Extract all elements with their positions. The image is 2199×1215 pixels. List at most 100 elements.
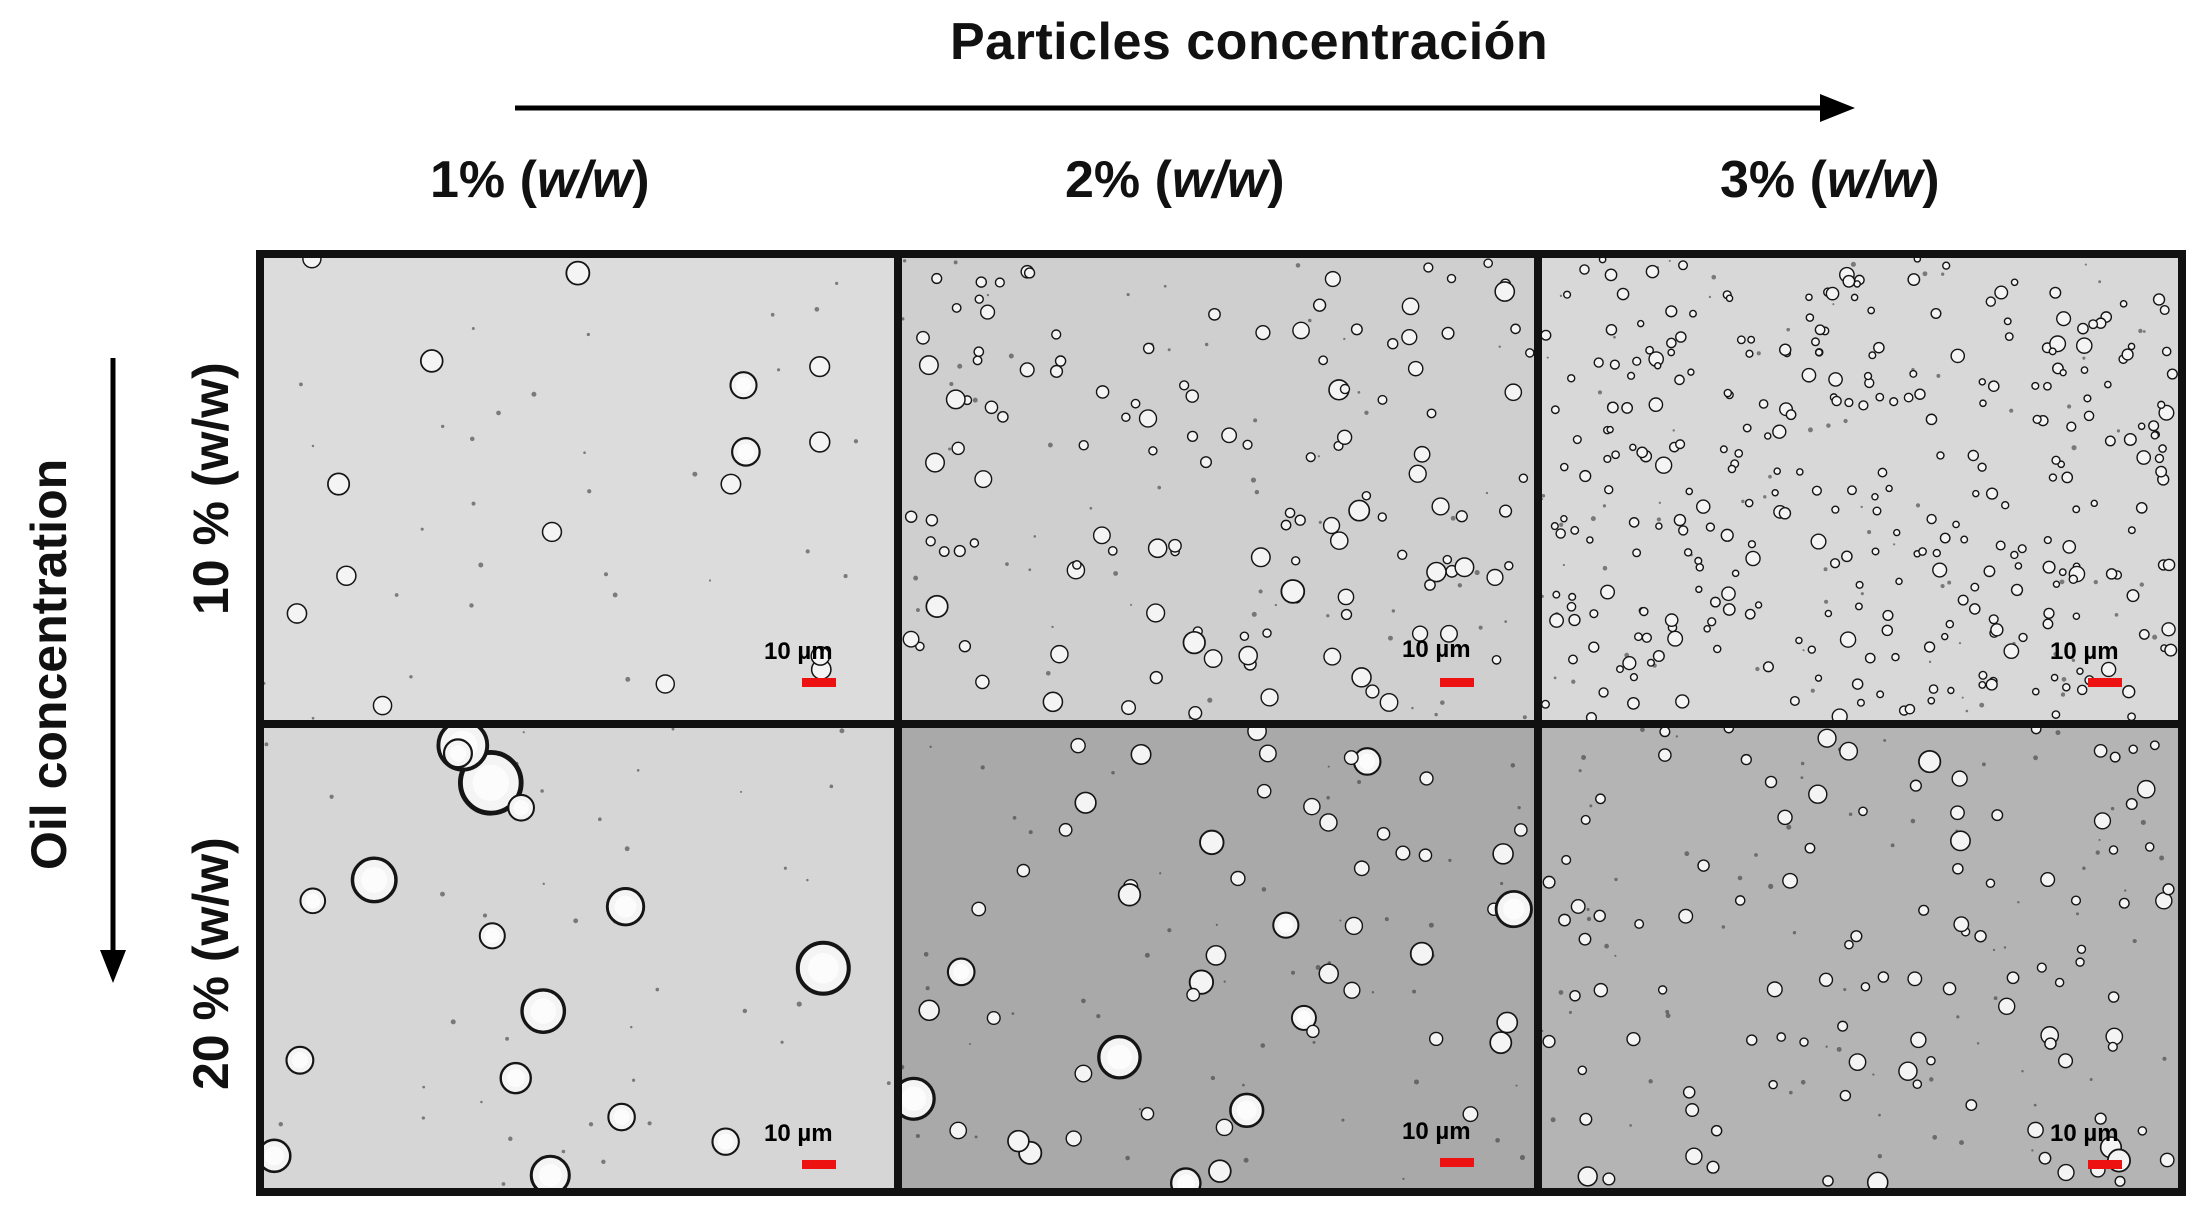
- droplet: [1764, 775, 1778, 789]
- droplet: [971, 901, 987, 917]
- droplet: [2083, 410, 2095, 422]
- droplet: [1568, 592, 1577, 601]
- droplet: [1839, 1089, 1852, 1102]
- droplet: [1322, 516, 1341, 535]
- droplet: [2119, 299, 2128, 308]
- droplet: [720, 473, 742, 495]
- droplet: [1815, 348, 1823, 357]
- droplet: [1188, 706, 1203, 720]
- droplet: [2030, 728, 2042, 735]
- droplet: [1070, 737, 1086, 754]
- droplet: [1413, 445, 1431, 463]
- droplet: [1844, 939, 1854, 950]
- column-label-1-unit: w/w: [536, 151, 633, 209]
- droplet: [1621, 402, 1634, 414]
- droplet: [1967, 449, 1980, 462]
- droplet: [1747, 335, 1756, 344]
- scale-label: 10 µm: [1402, 636, 1471, 663]
- droplet: [1817, 728, 1837, 748]
- droplet: [1023, 267, 1036, 279]
- droplet: [1829, 558, 1841, 569]
- droplet: [1072, 560, 1082, 570]
- droplet: [1626, 1031, 1641, 1047]
- droplet: [565, 260, 591, 286]
- droplet: [1839, 631, 1857, 648]
- droplet: [1877, 467, 1888, 478]
- droplet: [1294, 514, 1306, 526]
- droplet: [327, 472, 351, 496]
- droplet: [2159, 304, 2170, 316]
- droplet: [1238, 645, 1258, 666]
- droplet: [1994, 285, 2009, 300]
- droplet: [997, 411, 1009, 423]
- droplet: [1782, 872, 1799, 889]
- column-label-1: 1% (w/w): [430, 151, 650, 209]
- droplet: [1616, 287, 1630, 301]
- droplet: [1972, 489, 1980, 498]
- droplet: [1256, 783, 1272, 799]
- scale-bar: [802, 1160, 836, 1169]
- droplet: [2040, 872, 2056, 888]
- droplet: [1340, 608, 1353, 621]
- droplet: [1598, 258, 1607, 264]
- droplet: [2072, 505, 2081, 514]
- droplet: [1255, 324, 1271, 341]
- droplet: [1785, 409, 1797, 421]
- micrograph-panel: 10 µm: [1542, 728, 2178, 1188]
- droplet: [2004, 332, 2014, 342]
- droplet: [1771, 489, 1779, 497]
- droplet: [1855, 580, 1864, 589]
- droplet: [1188, 969, 1215, 995]
- droplet: [1941, 632, 1949, 641]
- droplet: [1723, 728, 1735, 734]
- droplet: [1407, 360, 1424, 377]
- droplet: [2125, 797, 2138, 811]
- droplet: [1628, 517, 1640, 528]
- droplet: [2164, 643, 2178, 657]
- droplet: [2121, 348, 2134, 361]
- micrograph-panel: 10 µm: [1542, 258, 2178, 720]
- droplet: [2075, 337, 2093, 354]
- droplet: [1694, 556, 1703, 565]
- droplet: [2162, 558, 2176, 572]
- droplet: [1142, 342, 1155, 355]
- droplet: [1710, 1124, 1723, 1137]
- droplet: [1559, 462, 1569, 472]
- droplet: [1632, 356, 1642, 366]
- droplet: [2122, 685, 2136, 699]
- droplet: [1882, 609, 1894, 622]
- droplet: [1641, 632, 1652, 643]
- droplet: [1655, 522, 1663, 530]
- droplet: [1918, 749, 1942, 774]
- droplet: [2144, 842, 2155, 852]
- droplet: [1889, 397, 1899, 407]
- droplet: [1814, 674, 1823, 682]
- droplet: [1664, 613, 1679, 628]
- droplet: [1685, 1103, 1700, 1118]
- droplet: [1991, 809, 2004, 822]
- droplet: [1831, 395, 1842, 407]
- droplet: [1695, 563, 1705, 572]
- droplet: [1376, 827, 1391, 841]
- droplet: [1895, 577, 1903, 586]
- droplet: [2054, 977, 2065, 988]
- droplet: [1682, 1085, 1696, 1099]
- droplet: [2161, 622, 2176, 637]
- droplet: [925, 594, 949, 619]
- droplet: [1604, 268, 1618, 282]
- droplet: [1292, 321, 1310, 340]
- droplet: [2105, 568, 2118, 580]
- droplet: [1632, 548, 1642, 558]
- droplet: [1627, 696, 1640, 710]
- droplet: [1258, 744, 1277, 763]
- droplet: [1589, 609, 1599, 619]
- droplet: [810, 646, 831, 666]
- droplet: [1904, 703, 1916, 715]
- scale-label: 10 µm: [2050, 638, 2119, 665]
- scale-bar: [1440, 1158, 1474, 1167]
- droplet: [2058, 568, 2067, 577]
- droplet: [1510, 323, 1521, 335]
- droplet: [1754, 601, 1763, 609]
- droplet: [904, 510, 918, 523]
- droplet: [809, 431, 831, 453]
